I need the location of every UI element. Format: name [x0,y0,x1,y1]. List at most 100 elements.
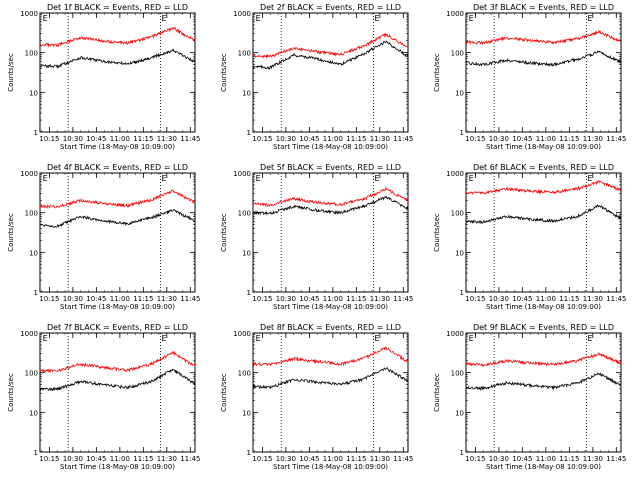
chart-title: Det 6f BLACK = Events, RED = LLD [473,163,614,172]
series-line-lld [39,350,196,374]
x-tick-label: 11:45 [180,135,200,143]
y-tick-label: 1 [460,129,464,137]
x-tick-label: 11:15 [346,135,366,143]
plot-frame [465,332,622,453]
x-tick-label: 11:00 [323,135,343,143]
x-tick-label: 11:15 [346,455,366,463]
x-axis-label: Start Time (18-May-08 10:09:00) [486,143,601,151]
x-tick-label: 10:15 [465,455,485,463]
x-axis-label: Start Time (18-May-08 10:09:00) [486,303,601,311]
series-line-events [465,204,622,225]
x-tick-label: 10:30 [489,295,509,303]
x-tick-label: 11:15 [559,455,579,463]
plot-frame [39,172,196,293]
x-tick-label: 10:15 [465,135,485,143]
y-tick-label: 10 [455,409,464,417]
event-annotation: E [588,174,593,183]
chart-panel-6: Det 6f BLACK = Events, RED = LLD 1 10 100 10… [433,163,626,311]
x-tick-label: 10:45 [512,295,532,303]
event-annotation: E [256,174,261,183]
event-annotation: E [256,14,261,23]
event-annotation: E [43,14,48,23]
event-annotation: E [162,334,167,343]
event-annotation: E [469,334,474,343]
chart-title: Det 4f BLACK = Events, RED = LLD [47,163,188,172]
x-axis-label: Start Time (18-May-08 10:09:00) [486,463,601,471]
y-tick-label: 10 [242,89,251,97]
series-line-lld [465,351,622,368]
y-axis-label: Counts/sec [433,373,441,412]
y-tick-label: 1000 [233,10,251,18]
x-tick-label: 11:15 [133,135,153,143]
event-annotation: E [375,334,380,343]
x-axis-label: Start Time (18-May-08 10:09:00) [273,463,388,471]
y-tick-label: 1000 [446,330,464,338]
x-tick-label: 11:30 [583,295,603,303]
chart-panel-2: Det 2f BLACK = Events, RED = LLD 1 10 100 10… [220,3,413,151]
x-tick-label: 11:45 [393,135,413,143]
x-tick-label: 10:30 [63,135,83,143]
x-tick-label: 11:00 [323,455,343,463]
x-tick-label: 10:45 [86,295,106,303]
y-tick-label: 1000 [446,10,464,18]
x-tick-label: 11:45 [606,455,626,463]
x-axis-label: Start Time (18-May-08 10:09:00) [273,303,388,311]
y-tick-label: 10 [29,89,38,97]
y-tick-label: 10 [455,249,464,257]
series-line-events [39,48,196,70]
y-tick-label: 1000 [233,330,251,338]
plot-frame [39,12,196,133]
x-tick-label: 11:30 [157,295,177,303]
x-tick-label: 10:30 [276,455,296,463]
chart-panel-3: Det 3f BLACK = Events, RED = LLD 1 10 100 10… [433,3,626,151]
event-annotation: E [469,14,474,23]
y-tick-label: 100 [451,50,464,58]
x-tick-label: 11:00 [110,455,130,463]
y-tick-label: 100 [25,210,38,218]
series-line-events [39,208,196,228]
x-tick-label: 10:30 [63,295,83,303]
x-axis-label: Start Time (18-May-08 10:09:00) [60,463,175,471]
series-line-lld [252,32,409,60]
y-tick-label: 1000 [20,10,38,18]
x-tick-label: 10:45 [299,295,319,303]
y-tick-label: 100 [25,50,38,58]
x-tick-label: 11:15 [346,295,366,303]
event-annotation: E [43,334,48,343]
series-line-lld [39,189,196,209]
x-tick-label: 10:30 [276,295,296,303]
y-axis-label: Counts/sec [7,213,15,252]
y-tick-label: 10 [29,249,38,257]
y-axis-label: Counts/sec [433,53,441,92]
x-tick-label: 10:15 [39,295,59,303]
event-annotation: E [43,174,48,183]
y-tick-label: 1000 [20,330,38,338]
x-tick-label: 11:45 [393,455,413,463]
y-tick-label: 100 [238,210,251,218]
x-tick-label: 11:30 [370,135,390,143]
y-tick-label: 1 [460,289,464,297]
x-tick-label: 11:00 [536,135,556,143]
y-tick-label: 100 [238,370,251,378]
plot-frame [465,172,622,293]
chart-title: Det 2f BLACK = Events, RED = LLD [260,3,401,12]
y-tick-label: 1 [34,449,38,457]
series-line-lld [465,180,622,195]
y-tick-label: 1000 [233,170,251,178]
x-tick-label: 11:30 [370,455,390,463]
chart-title: Det 7f BLACK = Events, RED = LLD [47,323,188,332]
y-tick-label: 1 [460,449,464,457]
y-axis-label: Counts/sec [7,53,15,92]
y-tick-label: 100 [451,210,464,218]
chart-title: Det 9f BLACK = Events, RED = LLD [473,323,614,332]
y-axis-label: Counts/sec [220,53,228,92]
x-tick-label: 11:45 [606,135,626,143]
x-tick-label: 10:45 [86,135,106,143]
x-tick-label: 10:45 [299,135,319,143]
x-tick-label: 11:45 [606,295,626,303]
x-tick-label: 11:30 [370,295,390,303]
x-tick-label: 10:15 [39,135,59,143]
y-tick-label: 1000 [20,170,38,178]
